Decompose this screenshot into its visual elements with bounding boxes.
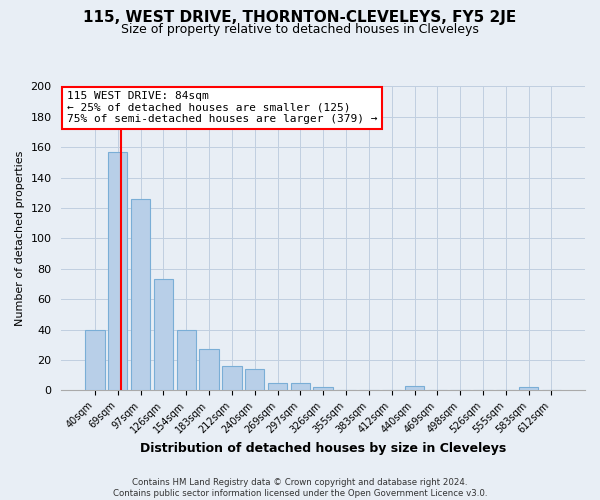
Bar xyxy=(519,388,538,390)
Bar xyxy=(313,388,333,390)
Bar xyxy=(108,152,127,390)
Bar xyxy=(268,382,287,390)
Text: 115, WEST DRIVE, THORNTON-CLEVELEYS, FY5 2JE: 115, WEST DRIVE, THORNTON-CLEVELEYS, FY5… xyxy=(83,10,517,25)
Bar xyxy=(85,330,104,390)
Bar xyxy=(405,386,424,390)
Bar xyxy=(222,366,242,390)
Bar xyxy=(245,369,265,390)
Text: 115 WEST DRIVE: 84sqm
← 25% of detached houses are smaller (125)
75% of semi-det: 115 WEST DRIVE: 84sqm ← 25% of detached … xyxy=(67,91,377,124)
Bar xyxy=(154,280,173,390)
X-axis label: Distribution of detached houses by size in Cleveleys: Distribution of detached houses by size … xyxy=(140,442,506,455)
Y-axis label: Number of detached properties: Number of detached properties xyxy=(15,150,25,326)
Bar xyxy=(176,330,196,390)
Text: Contains HM Land Registry data © Crown copyright and database right 2024.
Contai: Contains HM Land Registry data © Crown c… xyxy=(113,478,487,498)
Text: Size of property relative to detached houses in Cleveleys: Size of property relative to detached ho… xyxy=(121,22,479,36)
Bar xyxy=(290,382,310,390)
Bar xyxy=(199,350,219,391)
Bar xyxy=(131,199,150,390)
